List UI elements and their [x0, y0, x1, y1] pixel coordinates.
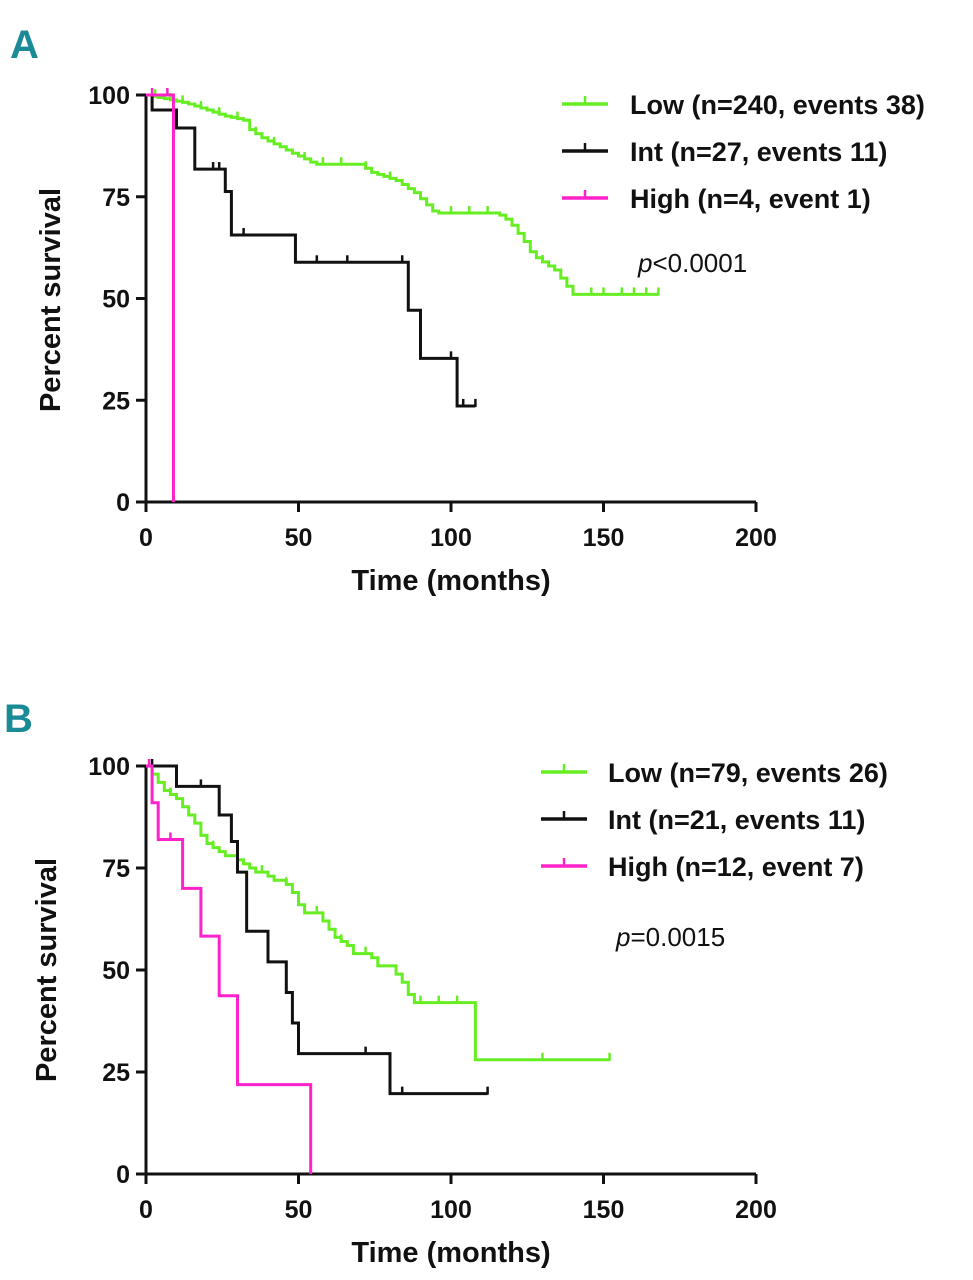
panel-a-axes: 0 25 50 75 100 0 50 100 150 200	[88, 82, 777, 552]
y-tick-label: 50	[102, 957, 130, 985]
legend-label: Int (n=21, events 11)	[608, 805, 865, 835]
y-tick-label: 75	[102, 184, 130, 212]
survival-curve-high	[146, 88, 175, 502]
y-tick-label: 100	[88, 753, 130, 781]
x-tick-label: 0	[139, 1196, 153, 1224]
x-tick-label: 100	[430, 524, 472, 552]
legend-item: Low (n=240, events 38)	[562, 90, 925, 120]
x-tick-label: 50	[285, 524, 313, 552]
panel-label-b: B	[4, 697, 33, 741]
series-line	[146, 764, 610, 1062]
x-tick-label: 0	[139, 524, 153, 552]
x-tick-label: 50	[285, 1196, 313, 1224]
panel-b-ylabel: Percent survival	[31, 858, 63, 1082]
legend-item: Low (n=79, events 26)	[541, 758, 888, 788]
y-tick-label: 75	[102, 855, 130, 883]
survival-curve-high	[146, 759, 313, 1174]
x-tick-label: 100	[430, 1196, 472, 1224]
survival-curve-low	[146, 764, 611, 1062]
panel-a-ylabel: Percent survival	[35, 188, 67, 412]
series-line	[146, 93, 659, 296]
survival-curve-int	[146, 93, 477, 408]
legend-label: High (n=4, event 1)	[630, 184, 871, 214]
panel-a-pvalue-text: <0.0001	[652, 248, 747, 278]
survival-curve-low	[146, 89, 660, 296]
panel-b-pvalue: p=0.0015	[615, 922, 725, 952]
survival-curve-int	[146, 759, 489, 1096]
panel-b: B 0 25 50 75 100 0 50 100 150 200 Low (n=79, even…	[4, 697, 888, 1269]
legend-item: High (n=12, event 7)	[541, 852, 864, 882]
panel-b-xlabel: Time (months)	[351, 1237, 550, 1269]
series-line	[146, 93, 476, 408]
panel-a-pvalue: p<0.0001	[637, 248, 747, 278]
panel-b-pvalue-symbol: p	[615, 922, 630, 952]
panel-b-curves	[146, 759, 611, 1174]
x-tick-label: 150	[583, 524, 625, 552]
legend-label: Low (n=79, events 26)	[608, 758, 888, 788]
legend-item: Int (n=27, events 11)	[562, 137, 887, 167]
y-tick-label: 25	[102, 1059, 130, 1087]
y-tick-label: 0	[116, 489, 130, 517]
x-tick-label: 200	[735, 524, 777, 552]
series-line	[146, 764, 488, 1096]
legend-label: High (n=12, event 7)	[608, 852, 864, 882]
panel-b-pvalue-text: =0.0015	[630, 922, 725, 952]
legend-item: High (n=4, event 1)	[562, 184, 871, 214]
panel-a-pvalue-symbol: p	[637, 248, 652, 278]
legend-label: Int (n=27, events 11)	[630, 137, 887, 167]
series-line	[146, 93, 175, 502]
panel-a: A 0 25 50 75 100 0 50 100 150 200 Low (n=240, eve…	[10, 23, 925, 597]
y-tick-label: 50	[102, 286, 130, 314]
panel-a-xlabel: Time (months)	[351, 565, 550, 597]
series-line	[146, 764, 313, 1174]
panel-b-legend: Low (n=79, events 26) Int (n=21, events 1…	[541, 758, 888, 882]
legend-label: Low (n=240, events 38)	[630, 90, 925, 120]
legend-item: Int (n=21, events 11)	[541, 805, 865, 835]
x-tick-label: 150	[583, 1196, 625, 1224]
panel-a-curves	[146, 88, 660, 502]
y-tick-label: 100	[88, 82, 130, 110]
panel-label-a: A	[10, 23, 39, 67]
panel-b-axes: 0 25 50 75 100 0 50 100 150 200	[88, 753, 777, 1224]
x-tick-label: 200	[735, 1196, 777, 1224]
y-tick-label: 0	[116, 1161, 130, 1189]
y-tick-label: 25	[102, 387, 130, 415]
panel-a-legend: Low (n=240, events 38) Int (n=27, events …	[562, 90, 925, 214]
